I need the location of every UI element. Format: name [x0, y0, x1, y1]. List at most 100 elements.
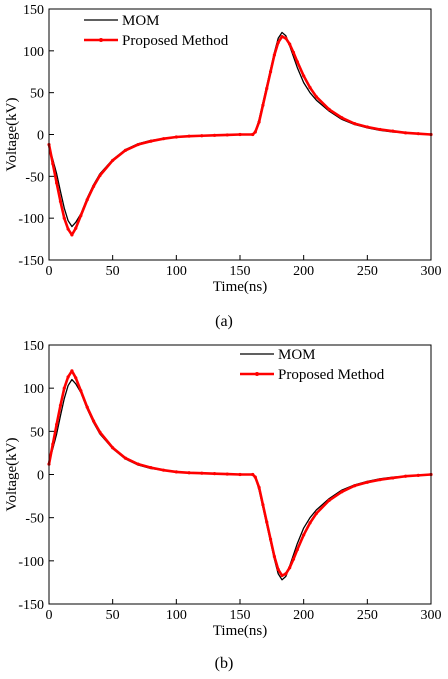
data-point	[257, 485, 261, 490]
data-point	[62, 386, 66, 390]
data-point	[225, 472, 229, 476]
y-tick-label: -100	[18, 212, 44, 227]
data-point	[378, 478, 382, 482]
data-point	[268, 537, 273, 541]
y-tick-label: 50	[30, 87, 44, 102]
x-tick-label: 50	[106, 264, 120, 279]
y-tick-label: 50	[30, 425, 44, 440]
data-point	[340, 116, 344, 120]
data-point	[162, 468, 166, 472]
data-point	[251, 472, 255, 477]
data-point	[174, 470, 178, 474]
data-point	[70, 233, 74, 237]
chart-b: 0 50 100 150 200 250 300 150 100 50 0 -50 -100 -150 Ti…	[4, 339, 442, 672]
x-tick-label: 0	[46, 608, 53, 623]
data-point	[308, 521, 312, 525]
y-tick-label: 0	[37, 129, 44, 144]
data-point	[272, 53, 276, 57]
data-point	[98, 173, 102, 178]
data-point	[149, 465, 153, 470]
y-tick-label: 100	[23, 382, 44, 397]
data-point	[403, 474, 408, 478]
data-point	[200, 134, 204, 138]
data-point	[314, 95, 318, 99]
data-point	[74, 226, 78, 230]
data-point	[111, 446, 115, 450]
data-point	[79, 389, 83, 393]
legend: MOM Proposed Method	[84, 13, 229, 49]
data-point	[174, 135, 178, 139]
data-point	[272, 554, 276, 559]
y-axis-title: Voltage(kV)	[4, 438, 20, 512]
data-point	[238, 132, 242, 137]
data-point	[136, 142, 140, 147]
series-line-proposed-method	[47, 35, 432, 237]
data-point	[79, 214, 83, 218]
data-point	[200, 471, 204, 475]
data-point	[353, 484, 357, 488]
data-point	[253, 475, 257, 479]
data-point	[261, 103, 265, 107]
data-point	[284, 36, 288, 40]
y-tick-label: -100	[18, 555, 44, 570]
y-tick-label: -50	[25, 512, 44, 527]
data-point	[66, 227, 70, 231]
legend-marker	[99, 38, 103, 42]
legend-marker	[255, 372, 259, 376]
data-point	[251, 132, 255, 137]
x-tick-label: 100	[166, 264, 187, 279]
data-point	[187, 134, 191, 138]
x-axis-title: Time(ns)	[213, 279, 267, 295]
data-point	[280, 35, 284, 39]
data-point	[51, 442, 55, 446]
x-tick-label: 150	[230, 264, 251, 279]
x-tick-label: 150	[230, 608, 251, 623]
data-point	[284, 572, 288, 576]
y-tick-label: -50	[25, 170, 44, 185]
x-tick-label: 100	[166, 608, 187, 623]
x-tick-label: 250	[357, 608, 378, 623]
data-point	[136, 462, 140, 466]
data-point	[85, 405, 89, 409]
data-point	[308, 86, 312, 90]
legend-label: Proposed Method	[278, 367, 385, 383]
x-tick-label: 250	[357, 264, 378, 279]
y-tick-label: 0	[37, 469, 44, 484]
legend-label: MOM	[122, 13, 160, 29]
data-point	[416, 473, 420, 477]
data-point	[91, 419, 96, 423]
data-point	[98, 430, 102, 434]
data-point	[123, 148, 127, 152]
y-tick-label: 150	[23, 3, 44, 18]
data-point	[58, 403, 63, 408]
data-point	[85, 198, 89, 202]
data-point	[291, 557, 296, 561]
y-tick-label: 100	[23, 45, 44, 60]
data-point	[265, 86, 269, 91]
data-point	[74, 376, 78, 380]
x-tick-label: 200	[293, 264, 314, 279]
y-tick-label: -150	[18, 254, 44, 269]
data-point	[91, 184, 96, 188]
data-point	[51, 162, 55, 166]
data-point	[149, 139, 153, 143]
data-point	[276, 40, 280, 45]
data-point	[212, 133, 217, 137]
data-point	[162, 137, 166, 141]
data-point	[416, 132, 420, 136]
data-point	[327, 107, 331, 111]
data-point	[265, 520, 269, 524]
figure-caption: (a)	[215, 313, 233, 330]
x-tick-label: 0	[46, 264, 53, 279]
x-tick-label: 300	[421, 608, 442, 623]
data-point	[225, 133, 229, 137]
data-point	[291, 50, 296, 55]
data-point	[314, 511, 318, 515]
data-point	[111, 158, 115, 163]
data-point	[238, 472, 242, 477]
data-point	[288, 566, 292, 570]
x-tick-label: 50	[106, 608, 120, 623]
data-point	[276, 567, 280, 572]
data-point	[403, 131, 408, 135]
